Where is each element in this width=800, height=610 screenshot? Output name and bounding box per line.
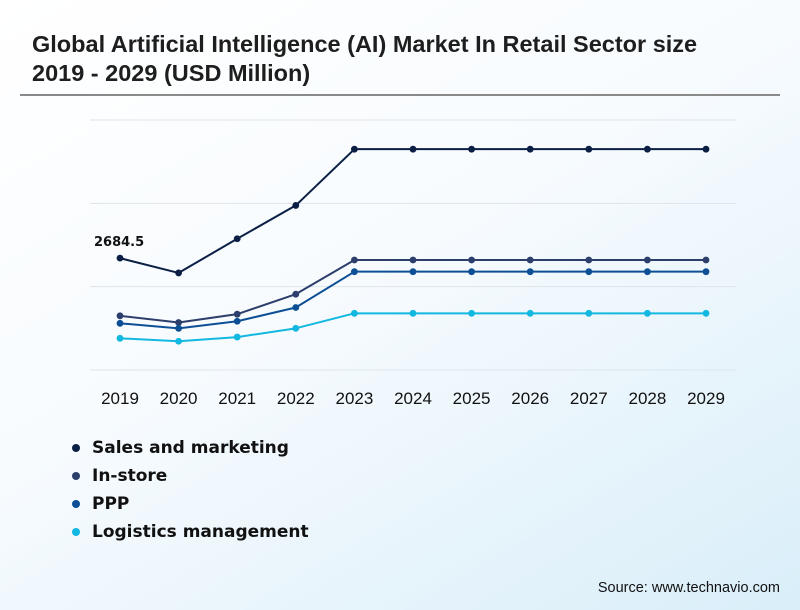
- title-divider: [20, 94, 780, 96]
- legend: Sales and marketing In-store PPP Logistics …: [72, 434, 309, 546]
- x-axis-ticks: 2019 2020 2021 2022 2023 2024 2025 2026 2027 2028…: [101, 389, 725, 408]
- x-tick-label: 2025: [453, 389, 491, 408]
- legend-label: In-store: [92, 466, 168, 486]
- data-point: [526, 256, 534, 264]
- data-point: [292, 290, 300, 298]
- data-point: [351, 145, 358, 153]
- series-logistics-management: [116, 309, 710, 345]
- series-ppp: [116, 268, 710, 332]
- data-point: [233, 310, 241, 318]
- data-point: [468, 145, 475, 153]
- data-point: [526, 145, 534, 153]
- data-label: 2684.5: [94, 235, 144, 250]
- legend-item: Sales and marketing: [72, 434, 309, 462]
- data-point: [468, 268, 475, 276]
- data-point: [351, 256, 358, 264]
- data-point: [233, 317, 241, 325]
- series-line: [119, 148, 706, 274]
- line-chart: 2684.5 2019 2020 2021 2022 2023 2024 2025 2026 2…: [90, 119, 736, 408]
- data-point: [644, 145, 651, 153]
- data-point: [292, 304, 300, 311]
- data-point: [409, 309, 417, 317]
- data-point: [116, 254, 124, 262]
- x-tick-label: 2019: [101, 389, 139, 408]
- data-point: [175, 269, 183, 277]
- data-point: [175, 319, 183, 326]
- annotations: 2684.5: [94, 235, 144, 250]
- data-point: [351, 309, 358, 317]
- data-point: [526, 309, 534, 317]
- series-sales-and-marketing: [116, 145, 710, 277]
- data-point: [644, 268, 651, 276]
- data-point: [116, 319, 124, 327]
- data-point: [585, 309, 593, 317]
- data-point: [644, 256, 651, 264]
- legend-marker: [72, 444, 80, 452]
- legend-label: PPP: [92, 494, 130, 514]
- data-point: [233, 333, 241, 341]
- data-point: [702, 256, 710, 264]
- grid-lines: [90, 119, 736, 371]
- data-point: [585, 268, 593, 276]
- legend-label: Logistics management: [92, 522, 309, 542]
- x-tick-label: 2020: [160, 389, 198, 408]
- data-point: [351, 268, 358, 276]
- chart-title: Global Artificial Intelligence (AI) Mark…: [32, 31, 698, 86]
- data-point: [585, 256, 593, 264]
- x-tick-label: 2029: [687, 389, 725, 408]
- legend-item: Logistics management: [72, 518, 309, 546]
- legend-item: PPP: [72, 490, 309, 518]
- data-point: [409, 256, 417, 264]
- data-point: [702, 145, 710, 153]
- data-point: [585, 145, 593, 153]
- legend-item: In-store: [72, 462, 309, 490]
- data-point: [409, 268, 417, 276]
- data-point: [233, 235, 241, 243]
- x-tick-label: 2024: [394, 389, 432, 408]
- legend-marker: [72, 528, 80, 536]
- series-lines: [116, 145, 710, 345]
- data-point: [702, 268, 710, 276]
- data-point: [702, 309, 710, 317]
- x-tick-label: 2022: [277, 389, 315, 408]
- source-note: Source: www.technavio.com: [597, 580, 780, 596]
- x-tick-label: 2028: [628, 389, 666, 408]
- data-point: [116, 334, 124, 342]
- data-point: [468, 256, 475, 264]
- data-point: [292, 324, 300, 332]
- data-point: [526, 268, 534, 276]
- data-point: [468, 309, 475, 317]
- data-point: [409, 145, 417, 153]
- x-tick-label: 2027: [570, 389, 608, 408]
- legend-label: Sales and marketing: [92, 438, 289, 458]
- data-point: [175, 337, 183, 345]
- x-tick-label: 2023: [335, 389, 373, 408]
- x-tick-label: 2021: [218, 389, 256, 408]
- x-tick-label: 2026: [511, 389, 549, 408]
- legend-marker: [72, 472, 80, 480]
- data-point: [175, 324, 183, 332]
- series-in-store: [116, 256, 710, 326]
- data-point: [292, 202, 300, 209]
- legend-marker: [72, 500, 80, 508]
- series-line: [119, 270, 706, 330]
- data-point: [116, 312, 124, 320]
- data-point: [644, 309, 651, 317]
